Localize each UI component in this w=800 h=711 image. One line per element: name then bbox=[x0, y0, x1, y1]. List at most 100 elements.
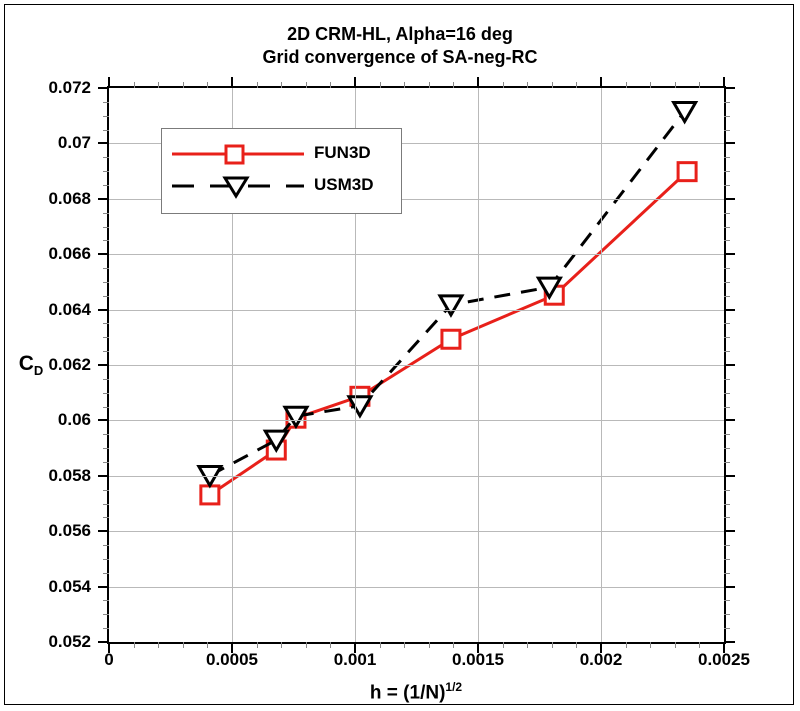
y-tick-minor bbox=[724, 129, 730, 131]
gridline-horizontal bbox=[109, 365, 724, 366]
data-point-marker bbox=[282, 405, 310, 430]
y-tick-minor bbox=[724, 281, 730, 283]
y-tick-major bbox=[98, 530, 109, 533]
y-tick-major bbox=[98, 142, 109, 145]
y-tick-minor bbox=[103, 558, 109, 560]
x-tick-major bbox=[600, 77, 602, 88]
x-tick-minor bbox=[576, 82, 578, 88]
x-tick-minor bbox=[158, 82, 160, 88]
y-tick-minor bbox=[103, 517, 109, 519]
y-tick-minor bbox=[103, 628, 109, 630]
y-tick-minor bbox=[724, 323, 730, 325]
x-tick-minor bbox=[182, 642, 184, 648]
y-tick-major bbox=[98, 364, 109, 366]
x-tick-minor bbox=[305, 642, 307, 648]
legend-sample-usm3d bbox=[172, 176, 304, 199]
y-tick-label: 0.058 bbox=[48, 465, 91, 485]
x-axis-title-exponent: 1/2 bbox=[445, 680, 463, 694]
x-tick-minor bbox=[551, 82, 553, 88]
legend-label-usm3d: USM3D bbox=[314, 175, 374, 194]
x-tick-minor bbox=[281, 82, 283, 88]
y-tick-minor bbox=[103, 281, 109, 283]
y-tick-minor bbox=[724, 392, 730, 394]
y-tick-minor bbox=[724, 517, 730, 519]
y-tick-label: 0.07 bbox=[57, 133, 91, 153]
y-tick-minor bbox=[724, 461, 730, 463]
y-tick-major bbox=[724, 253, 735, 256]
y-tick-major bbox=[98, 197, 109, 200]
y-tick-minor bbox=[103, 461, 109, 463]
y-axis-title-base: C bbox=[18, 351, 34, 375]
x-tick-minor bbox=[625, 642, 627, 648]
y-tick-label: 0.064 bbox=[48, 299, 91, 319]
x-axis-title-base: h = (1/N) bbox=[369, 682, 446, 704]
x-tick-label: 0.001 bbox=[333, 650, 377, 669]
x-tick-minor bbox=[551, 642, 553, 648]
x-tick-label: 0.0015 bbox=[452, 650, 504, 669]
x-tick-minor bbox=[699, 642, 701, 648]
x-axis-title: h = (1/N)1/2 bbox=[370, 680, 462, 704]
y-tick-minor bbox=[103, 600, 109, 602]
x-tick-minor bbox=[281, 642, 283, 648]
chart-title-block: 2D CRM-HL, Alpha=16 deg Grid convergence… bbox=[5, 23, 795, 69]
y-tick-minor bbox=[724, 434, 730, 436]
y-axis-title: CD bbox=[19, 352, 44, 378]
y-tick-minor bbox=[724, 226, 730, 228]
y-tick-minor bbox=[103, 226, 109, 228]
x-tick-minor bbox=[256, 82, 258, 88]
y-tick-minor bbox=[103, 378, 109, 380]
x-tick-minor bbox=[502, 642, 504, 648]
y-tick-minor bbox=[724, 212, 730, 214]
x-tick-minor bbox=[182, 82, 184, 88]
gridline-horizontal bbox=[109, 586, 724, 588]
x-tick-major bbox=[354, 642, 356, 653]
y-tick-label: 0.062 bbox=[48, 355, 91, 374]
x-tick-minor bbox=[453, 642, 455, 648]
y-tick-major bbox=[724, 197, 735, 200]
y-tick-minor bbox=[724, 171, 730, 173]
y-tick-major bbox=[98, 308, 109, 311]
y-tick-minor bbox=[103, 503, 109, 505]
x-tick-minor bbox=[674, 82, 676, 88]
y-tick-minor bbox=[724, 448, 730, 450]
y-tick-minor bbox=[103, 184, 109, 186]
data-point-marker bbox=[671, 101, 699, 125]
chart-subtitle: Grid convergence of SA-neg-RC bbox=[262, 47, 538, 68]
y-tick-major bbox=[724, 142, 735, 145]
x-tick-minor bbox=[527, 642, 529, 648]
x-tick-minor bbox=[379, 82, 381, 88]
x-tick-major bbox=[231, 77, 233, 88]
y-tick-minor bbox=[724, 503, 730, 505]
x-tick-minor bbox=[256, 642, 258, 648]
x-tick-label: 0 bbox=[104, 650, 114, 669]
y-tick-minor bbox=[724, 240, 730, 242]
x-tick-minor bbox=[133, 642, 135, 648]
y-tick-minor bbox=[103, 295, 109, 297]
y-tick-minor bbox=[103, 268, 109, 270]
y-tick-minor bbox=[724, 545, 730, 547]
gridline-horizontal bbox=[109, 420, 724, 422]
y-tick-label: 0.066 bbox=[48, 244, 91, 264]
y-axis-title-subscript: D bbox=[33, 363, 44, 379]
x-tick-major bbox=[354, 77, 356, 88]
y-tick-minor bbox=[103, 572, 109, 574]
x-tick-minor bbox=[133, 82, 135, 88]
data-point-marker bbox=[440, 328, 462, 350]
y-tick-minor bbox=[724, 337, 730, 339]
x-tick-minor bbox=[428, 642, 430, 648]
x-tick-minor bbox=[527, 82, 529, 88]
y-tick-major bbox=[98, 87, 109, 89]
y-tick-minor bbox=[724, 268, 730, 270]
y-tick-major bbox=[724, 530, 735, 533]
y-tick-major bbox=[98, 641, 109, 643]
y-tick-major bbox=[724, 641, 735, 643]
y-tick-label: 0.054 bbox=[48, 576, 91, 596]
x-tick-minor bbox=[453, 82, 455, 88]
x-tick-minor bbox=[330, 642, 332, 648]
y-tick-label: 0.056 bbox=[48, 521, 91, 541]
y-tick-label: 0.052 bbox=[48, 632, 91, 651]
chart-legend: FUN3D USM3D bbox=[161, 128, 402, 214]
y-tick-minor bbox=[724, 489, 730, 491]
x-tick-minor bbox=[305, 82, 307, 88]
y-tick-major bbox=[724, 308, 735, 311]
